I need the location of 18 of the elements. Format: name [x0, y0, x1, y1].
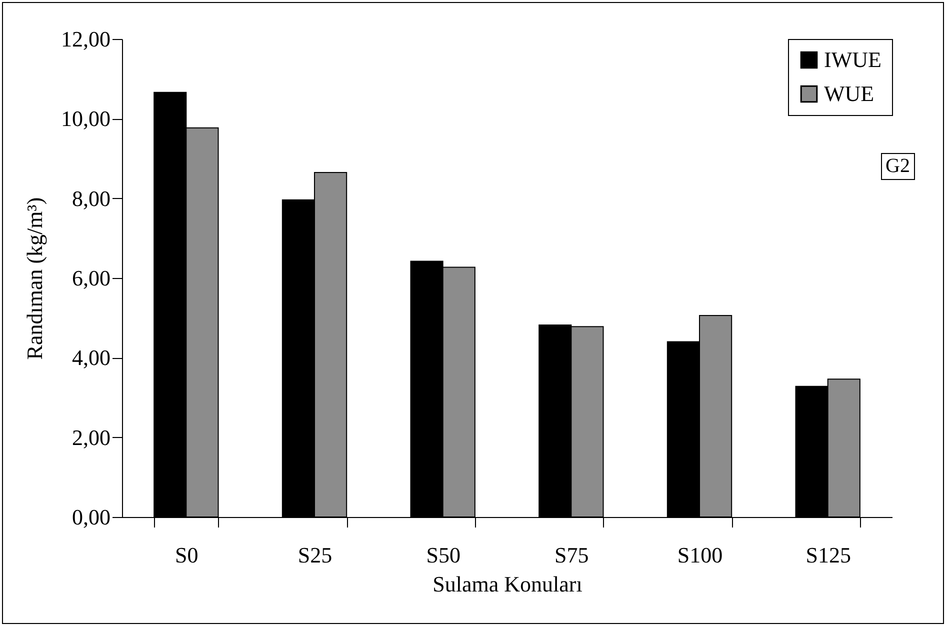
annotation: G2 [880, 153, 915, 180]
x-tick-label: S50 [426, 542, 460, 568]
x-tick-label: S0 [175, 542, 198, 568]
y-axis-title: Randıman (kg/m³) [22, 197, 47, 360]
y-tick-label: 10,00 [61, 106, 110, 132]
x-axis-title: Sulama Konuları [432, 572, 582, 596]
legend-label: IWUE [824, 47, 882, 72]
y-tick-label: 12,00 [61, 26, 110, 52]
y-tick-label: 0,00 [72, 504, 110, 530]
y-tick-label: 8,00 [72, 186, 110, 211]
y-tick-label: 6,00 [72, 266, 110, 290]
y-tick-label: 2,00 [72, 424, 110, 450]
x-tick-label: S25 [298, 542, 332, 568]
legend-label: WUE [824, 81, 874, 106]
x-tick-label: S100 [677, 542, 723, 568]
y-tick-label: 4,00 [72, 345, 110, 370]
x-tick-label: S125 [806, 542, 851, 568]
x-tick-label: S75 [554, 542, 589, 568]
